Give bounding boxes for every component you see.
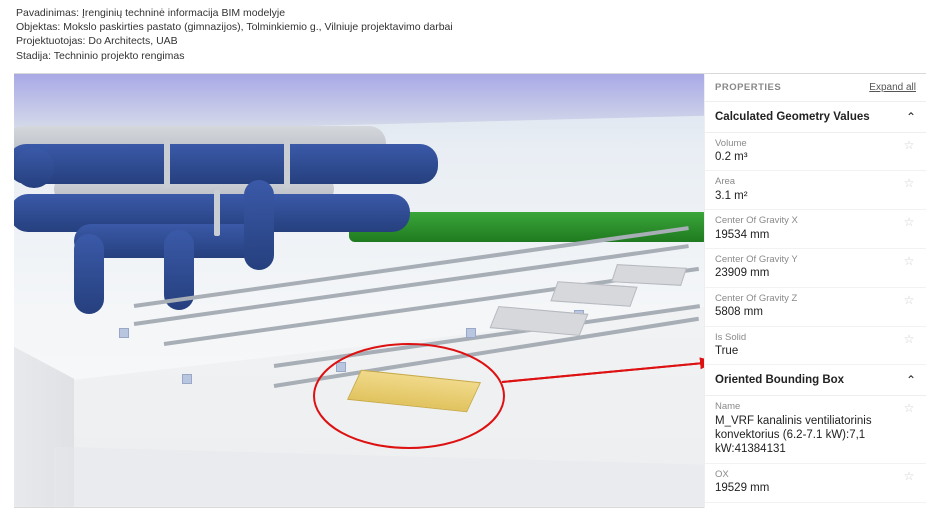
property-label: Center Of Gravity X: [715, 215, 898, 226]
favorite-star-icon[interactable]: ☆: [902, 138, 916, 152]
header-line: Objektas: Mokslo paskirties pastato (gim…: [16, 20, 924, 34]
header-line: Projektuotojas: Do Architects, UAB: [16, 34, 924, 48]
floor-device: [336, 362, 346, 372]
property-label: Area: [715, 176, 898, 187]
pipe-flange: [284, 140, 290, 188]
property-label: Center Of Gravity Z: [715, 293, 898, 304]
property-label: Is Solid: [715, 332, 898, 343]
pipe-blue: [14, 144, 438, 184]
model-viewport[interactable]: [14, 73, 704, 508]
favorite-star-icon[interactable]: ☆: [902, 215, 916, 229]
property-value: 23909 mm: [715, 266, 898, 280]
property-row: Name M_VRF kanalinis ventiliatorinis konv…: [705, 396, 926, 464]
section-body-geometry: Volume0.2 m³☆Area3.1 m²☆Center Of Gravit…: [705, 133, 926, 366]
header-line: Pavadinimas: Įrenginių techninė informac…: [16, 6, 924, 20]
favorite-star-icon[interactable]: ☆: [902, 254, 916, 268]
property-row: Center Of Gravity Y23909 mm ☆: [705, 249, 926, 288]
chevron-up-icon: ⌃: [906, 110, 916, 124]
pipe-blue: [14, 148, 54, 188]
favorite-star-icon[interactable]: ☆: [902, 176, 916, 190]
section-title: Calculated Geometry Values: [715, 111, 870, 123]
section-title: Oriented Bounding Box: [715, 374, 844, 386]
property-value: 3.1 m²: [715, 189, 898, 203]
mech-unit: [611, 264, 687, 286]
property-row: OY23925 mm☆: [705, 503, 926, 508]
favorite-star-icon[interactable]: ☆: [902, 401, 916, 415]
favorite-star-icon[interactable]: ☆: [902, 332, 916, 346]
property-label: Center Of Gravity Y: [715, 254, 898, 265]
property-value: 5808 mm: [715, 305, 898, 319]
expand-all-link[interactable]: Expand all: [869, 82, 916, 93]
floor-device: [466, 328, 476, 338]
chevron-up-icon: ⌃: [906, 373, 916, 387]
section-header-bbox[interactable]: Oriented Bounding Box ⌃: [705, 365, 926, 396]
property-value: 19534 mm: [715, 228, 898, 242]
property-label: Volume: [715, 138, 898, 149]
section-header-geometry[interactable]: Calculated Geometry Values ⌃: [705, 102, 926, 133]
property-row: OX19529 mm ☆: [705, 464, 926, 503]
property-row: Is SolidTrue ☆: [705, 327, 926, 366]
property-row: Volume0.2 m³ ☆: [705, 133, 926, 172]
property-label: Name: [715, 401, 898, 412]
document-header: Pavadinimas: Įrenginių techninė informac…: [0, 0, 940, 67]
property-value: M_VRF kanalinis ventiliatorinis konvekto…: [715, 414, 898, 457]
property-value: 19529 mm: [715, 481, 898, 495]
pipe-flange: [164, 140, 170, 188]
property-value: 0.2 m³: [715, 150, 898, 164]
pipe-flange: [214, 190, 220, 236]
property-value: True: [715, 344, 898, 358]
property-row: Center Of Gravity Z5808 mm ☆: [705, 288, 926, 327]
floor-device: [119, 328, 129, 338]
properties-panel: PROPERTIES Expand all Calculated Geometr…: [704, 73, 926, 508]
property-row: Center Of Gravity X 19534 mm ☆: [705, 210, 926, 249]
pipe-blue-drop: [74, 234, 104, 314]
property-label: OX: [715, 469, 898, 480]
pipe-blue-drop: [244, 180, 274, 270]
mech-unit: [550, 281, 637, 307]
section-body-bbox: Name M_VRF kanalinis ventiliatorinis konv…: [705, 396, 926, 507]
favorite-star-icon[interactable]: ☆: [902, 469, 916, 483]
panel-title: PROPERTIES: [715, 82, 781, 93]
ceiling-plane: [14, 74, 704, 134]
floor-device: [182, 374, 192, 384]
header-line: Stadija: Techninio projekto rengimas: [16, 49, 924, 63]
property-row: Area 3.1 m² ☆: [705, 171, 926, 210]
favorite-star-icon[interactable]: ☆: [902, 293, 916, 307]
